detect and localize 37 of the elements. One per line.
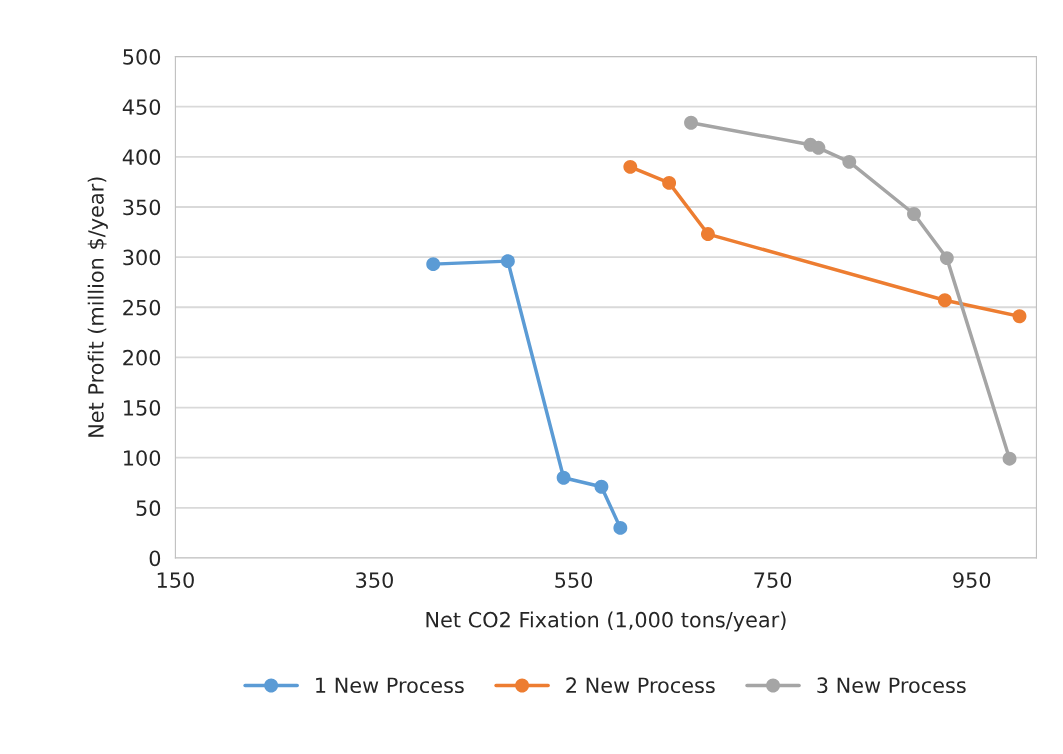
point xyxy=(937,293,952,308)
point xyxy=(907,207,921,221)
legend-label: 3 New Process xyxy=(817,677,966,694)
point xyxy=(939,251,954,266)
point xyxy=(426,257,441,272)
y-tick-label: 250 xyxy=(123,299,161,316)
point xyxy=(500,254,515,269)
x-tick-label: 550 xyxy=(555,572,593,588)
point xyxy=(594,479,609,494)
x-tick-label: 750 xyxy=(754,572,792,588)
x-tick-label: 950 xyxy=(953,572,991,588)
y-tick-label: 100 xyxy=(124,450,161,466)
point xyxy=(556,470,571,485)
x-axis-title: Net CO2 Fixation (1,000 tons/year) xyxy=(426,611,786,632)
point xyxy=(662,175,677,190)
y-tick-label: 300 xyxy=(123,249,161,266)
y-axis-title: Net Profit (million $/year) xyxy=(87,177,108,437)
point xyxy=(811,140,826,155)
point xyxy=(623,159,638,174)
y-tick-label: 350 xyxy=(123,199,161,216)
point xyxy=(842,154,857,169)
y-tick-label: 500 xyxy=(123,49,161,65)
y-tick-label: 200 xyxy=(123,349,161,366)
x-tick-label: 350 xyxy=(356,572,393,588)
point xyxy=(613,520,628,535)
legend-label: 1 New Process xyxy=(316,677,464,694)
point xyxy=(1012,309,1027,324)
point xyxy=(700,227,715,241)
y-tick-label: 0 xyxy=(149,550,161,567)
x-tick-label: 150 xyxy=(157,572,194,588)
point xyxy=(684,115,698,130)
point xyxy=(1002,451,1017,466)
legend-label: 2 New Process xyxy=(566,677,715,694)
y-tick-label: 50 xyxy=(136,500,161,517)
y-tick-label: 150 xyxy=(124,399,161,416)
y-tick-label: 450 xyxy=(122,99,161,115)
y-tick-label: 400 xyxy=(122,149,161,166)
